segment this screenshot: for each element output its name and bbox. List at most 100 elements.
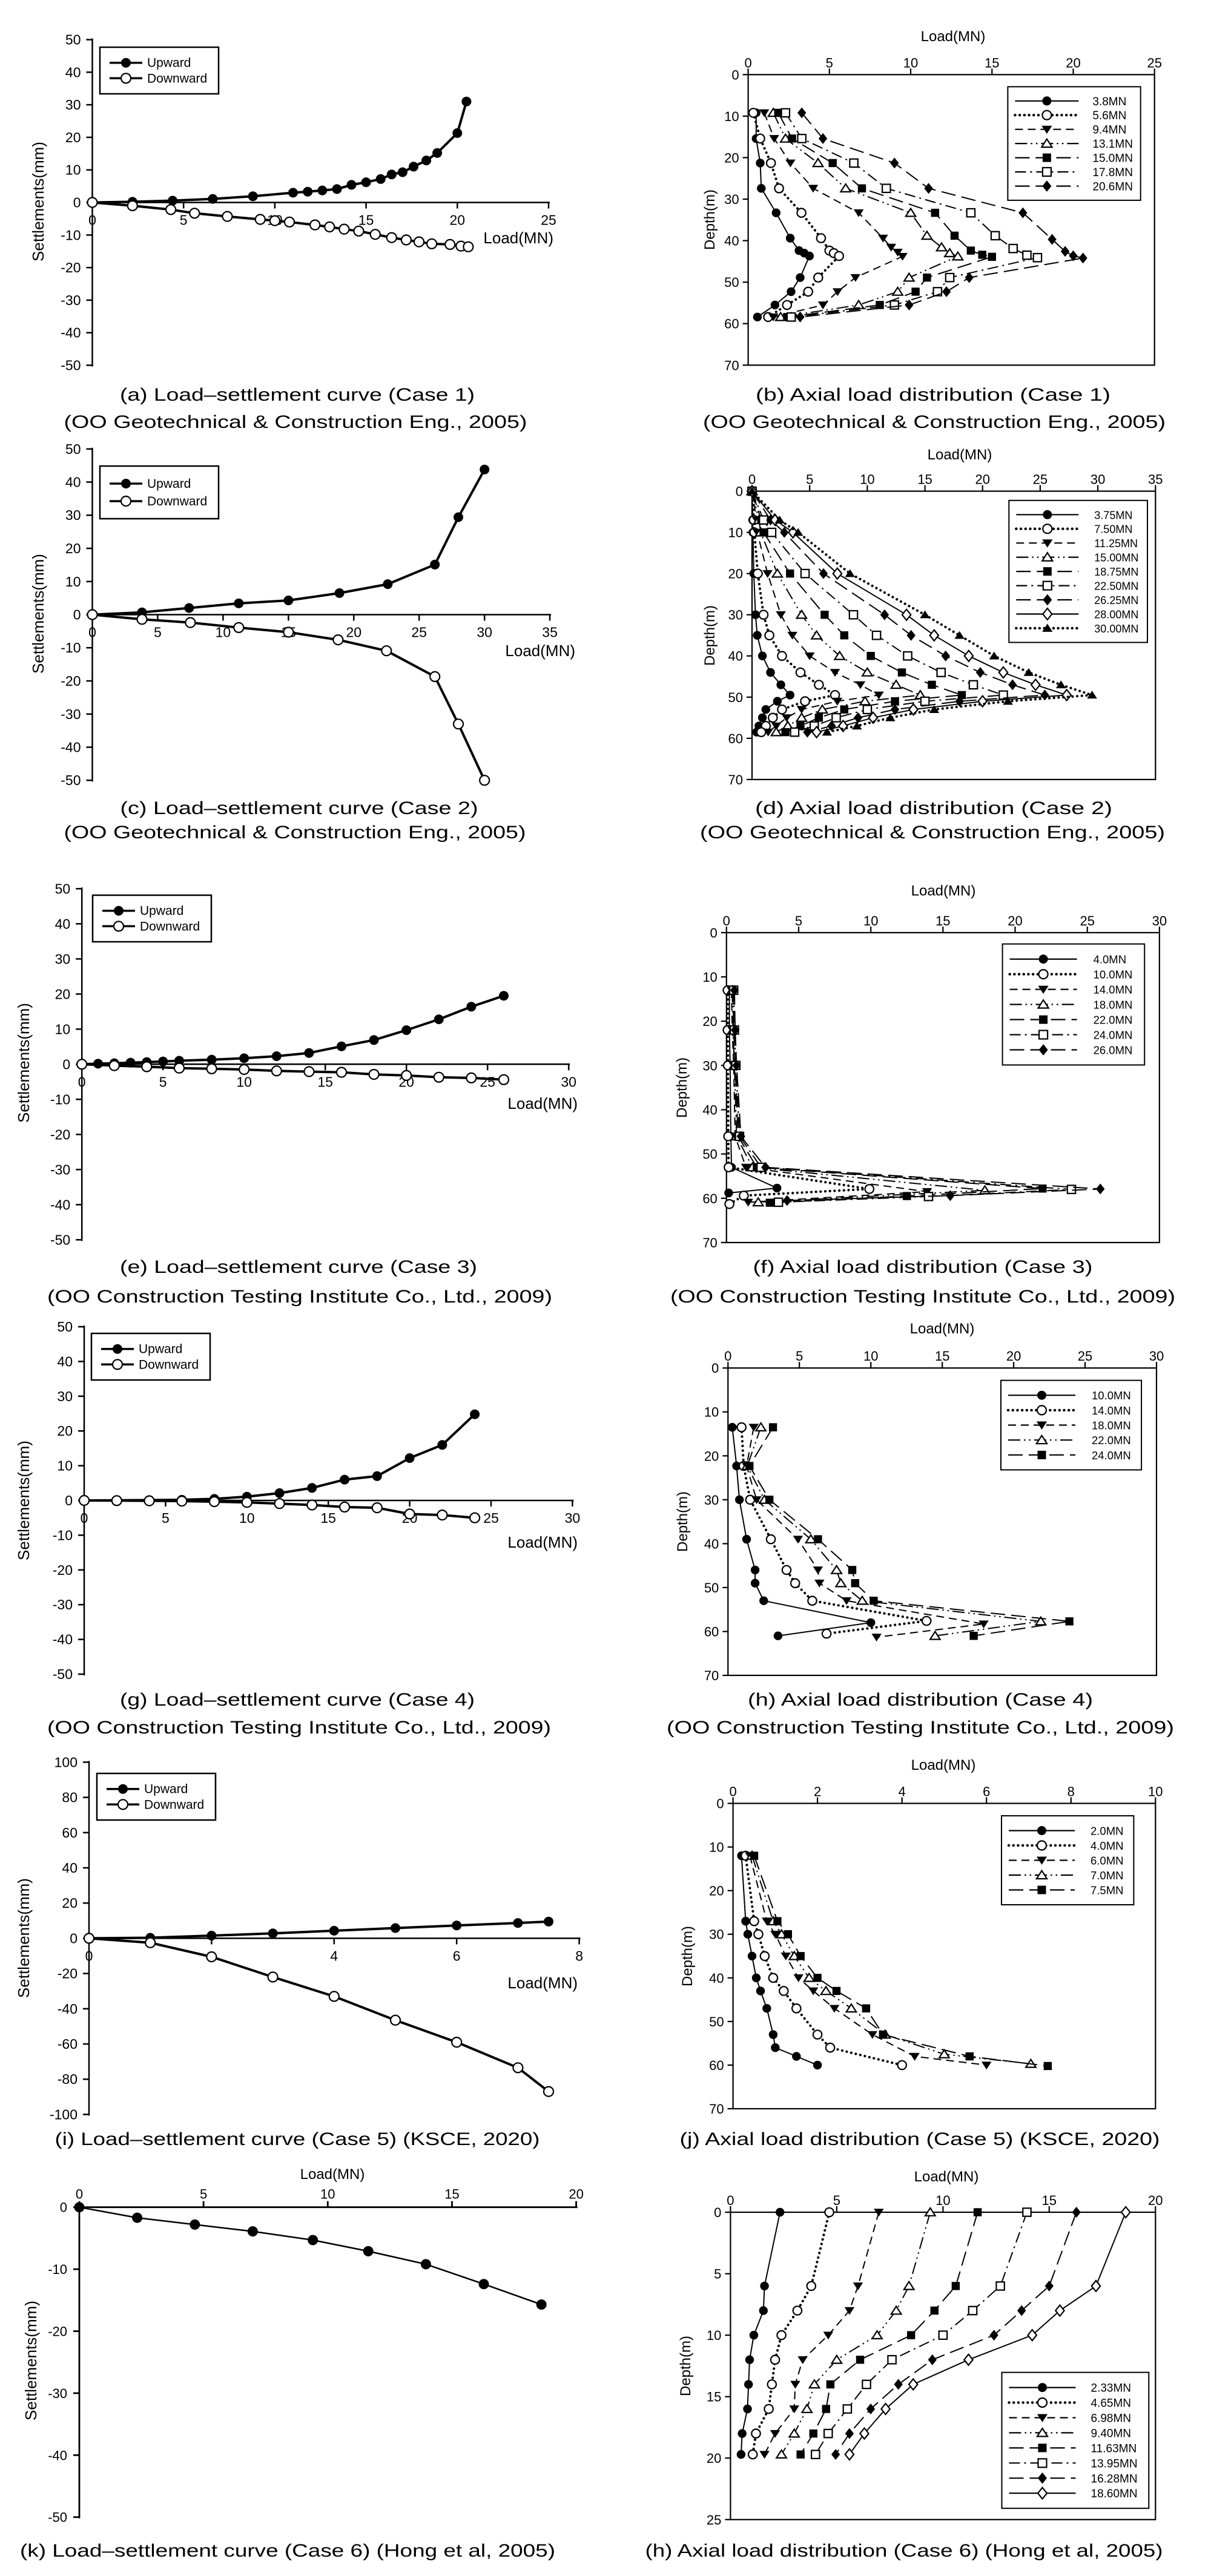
svg-text:15.0MN: 15.0MN [1092,153,1133,165]
svg-text:(OO Geotechnical & Constructio: (OO Geotechnical & Construction Eng., 20… [64,823,526,843]
svg-text:14.0MN: 14.0MN [1094,984,1133,996]
svg-text:15.00MN: 15.00MN [1094,552,1138,564]
svg-text:Downward: Downward [147,71,207,85]
svg-text:60: 60 [724,317,739,332]
svg-text:35: 35 [542,625,558,640]
svg-text:15: 15 [320,1510,336,1526]
svg-text:-50: -50 [53,1666,73,1682]
svg-text:5: 5 [180,212,188,228]
svg-text:20: 20 [1008,913,1022,928]
svg-text:Load(MN): Load(MN) [921,28,986,45]
svg-text:25: 25 [480,1074,495,1089]
svg-text:-30: -30 [48,2386,67,2401]
svg-text:20: 20 [709,1884,724,1899]
svg-text:20: 20 [450,212,466,228]
svg-text:4: 4 [899,1784,906,1799]
svg-text:50: 50 [709,2014,724,2029]
svg-text:(f) Axial load distribution (C: (f) Axial load distribution (Case 3) [753,1257,1093,1277]
svg-text:4.0MN: 4.0MN [1094,953,1127,966]
svg-text:4: 4 [330,1948,338,1963]
svg-text:10: 10 [55,1021,71,1037]
svg-text:-30: -30 [61,706,81,722]
svg-text:5: 5 [796,1349,803,1364]
svg-text:4.0MN: 4.0MN [1091,1839,1124,1852]
svg-text:30: 30 [702,1058,717,1073]
svg-text:Load(MN): Load(MN) [911,1757,976,1773]
svg-text:-40: -40 [61,740,81,755]
svg-text:50: 50 [728,690,743,705]
svg-text:Upward: Upward [140,904,183,918]
svg-text:26.25MN: 26.25MN [1094,594,1138,606]
svg-text:7.5MN: 7.5MN [1091,1884,1124,1897]
svg-text:50: 50 [65,441,81,457]
svg-text:0: 0 [729,1784,736,1799]
svg-text:0: 0 [81,1510,88,1526]
svg-text:14.0MN: 14.0MN [1092,1404,1131,1417]
svg-text:5: 5 [159,1074,167,1089]
svg-text:5: 5 [200,2187,207,2202]
svg-text:(d) Axial load distribution (C: (d) Axial load distribution (Case 2) [755,798,1112,818]
svg-text:25: 25 [541,212,556,228]
svg-text:0: 0 [711,1361,719,1376]
svg-text:-30: -30 [50,1162,70,1177]
svg-text:10: 10 [1148,1784,1163,1799]
svg-text:(g) Load–settlement curve (Cas: (g) Load–settlement curve (Case 4) [120,1690,475,1710]
svg-text:15: 15 [317,1074,333,1089]
svg-text:2.33MN: 2.33MN [1091,2382,1132,2395]
svg-text:40: 40 [724,234,739,249]
svg-text:30: 30 [1091,472,1105,487]
svg-text:10: 10 [728,525,743,540]
svg-text:50: 50 [702,1147,717,1162]
svg-text:Upward: Upward [139,1342,182,1356]
svg-text:10: 10 [903,55,918,70]
svg-text:30: 30 [565,1510,581,1526]
svg-text:60: 60 [704,1625,719,1640]
svg-text:15: 15 [707,2390,721,2405]
svg-text:50: 50 [724,275,739,290]
svg-text:20: 20 [975,472,989,487]
svg-text:15: 15 [935,1349,949,1364]
svg-text:6: 6 [983,1784,990,1799]
svg-text:2.0MN: 2.0MN [1091,1825,1124,1838]
svg-text:15: 15 [1042,2193,1057,2208]
svg-text:5: 5 [154,625,162,640]
svg-text:70: 70 [702,1235,717,1250]
svg-text:Settlements(mm): Settlements(mm) [15,1003,33,1123]
svg-text:Load(MN): Load(MN) [300,2166,365,2183]
svg-text:(j) Axial load distribution (C: (j) Axial load distribution (Case 5) (KS… [680,2129,1160,2149]
svg-text:13.95MN: 13.95MN [1091,2457,1138,2470]
svg-text:(h) Axial load distribution (C: (h) Axial load distribution (Case 6) (Ho… [645,2541,1163,2561]
svg-text:70: 70 [728,772,743,787]
svg-text:5: 5 [826,55,833,70]
svg-text:20: 20 [65,130,81,145]
svg-text:7.0MN: 7.0MN [1091,1869,1124,1882]
svg-text:(e) Load–settlement curve (Cas: (e) Load–settlement curve (Case 3) [120,1257,477,1277]
svg-text:70: 70 [724,358,739,373]
svg-text:5: 5 [833,2193,840,2208]
svg-text:20: 20 [569,2187,583,2202]
svg-text:0: 0 [723,913,730,928]
svg-text:10: 10 [239,1510,255,1526]
svg-text:(c) Load–settlement curve (Cas: (c) Load–settlement curve (Case 2) [120,798,478,818]
svg-text:Downward: Downward [144,1798,204,1812]
svg-text:5: 5 [162,1510,170,1526]
svg-text:30: 30 [65,97,81,113]
svg-text:Load(MN): Load(MN) [483,229,553,247]
svg-text:0: 0 [88,212,96,228]
svg-text:18.0MN: 18.0MN [1092,1419,1131,1432]
svg-text:Load(MN): Load(MN) [914,2169,979,2185]
svg-text:Downward: Downward [139,1358,199,1372]
svg-text:Load(MN): Load(MN) [507,1094,578,1112]
svg-text:30: 30 [709,1927,724,1942]
svg-text:10: 10 [860,472,874,487]
svg-text:(i) Load–settlement curve (Cas: (i) Load–settlement curve (Case 5) (KSCE… [55,2129,540,2149]
svg-text:0: 0 [710,925,718,941]
svg-text:2: 2 [814,1784,821,1799]
svg-text:20: 20 [1148,2193,1163,2208]
svg-text:Depth(m): Depth(m) [679,1926,696,1986]
svg-text:20: 20 [707,2451,721,2466]
svg-text:Depth(m): Depth(m) [675,1491,691,1552]
svg-text:-40: -40 [58,2001,78,2017]
svg-text:Depth(m): Depth(m) [702,605,718,666]
svg-text:40: 40 [65,64,81,80]
